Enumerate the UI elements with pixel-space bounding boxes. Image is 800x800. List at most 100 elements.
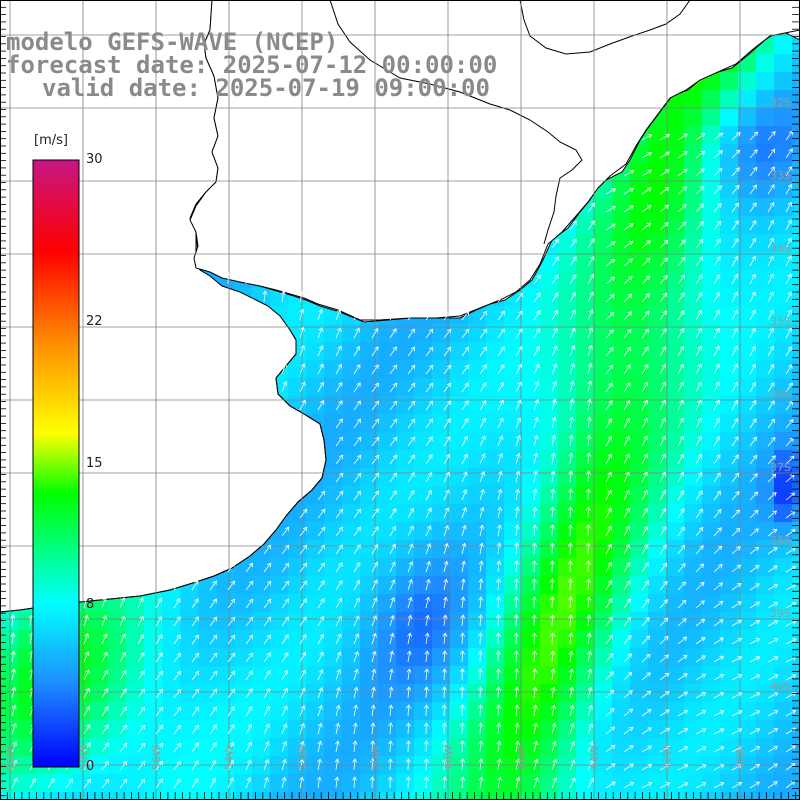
wind-arrow <box>461 471 468 483</box>
wind-arrow <box>495 668 501 681</box>
wind-speed-cell <box>576 342 594 360</box>
wind-arrow <box>407 561 414 573</box>
wind-arrow <box>587 255 595 267</box>
wind-arrow <box>317 399 325 411</box>
wind-arrow <box>569 309 576 321</box>
wind-arrow <box>659 562 668 573</box>
wind-speed-cell <box>126 774 144 792</box>
wind-speed-cell <box>630 468 648 486</box>
wind-speed-cell <box>234 594 252 612</box>
wind-speed-cell <box>756 252 774 270</box>
wind-speed-cell <box>486 342 504 360</box>
wind-arrow <box>389 579 396 591</box>
wind-speed-cell <box>702 378 720 396</box>
wind-arrow <box>585 560 591 573</box>
wind-arrow <box>551 238 560 249</box>
wind-speed-cell <box>576 666 594 684</box>
wind-speed-cell <box>612 540 630 558</box>
wind-arrow <box>749 491 759 501</box>
wind-speed-cell <box>648 288 666 306</box>
wind-arrow <box>317 327 324 339</box>
wind-speed-cell <box>540 396 558 414</box>
wind-arrow <box>460 776 466 789</box>
wind-arrow <box>299 580 308 591</box>
wind-arrow <box>785 602 797 609</box>
wind-speed-cell <box>306 342 324 360</box>
wind-speed-cell <box>612 252 630 270</box>
wind-arrow <box>659 222 669 231</box>
wind-arrow <box>623 653 632 663</box>
wind-arrow <box>549 614 555 627</box>
wind-arrow <box>767 674 779 681</box>
wind-arrow <box>497 292 506 303</box>
wind-speed-cell <box>594 252 612 270</box>
wind-arrows <box>10 130 797 789</box>
wind-speed-cell <box>594 504 612 522</box>
wind-arrow <box>551 327 558 339</box>
wind-arrow <box>641 346 649 357</box>
wind-arrow <box>441 758 447 771</box>
wind-arrow <box>605 507 612 519</box>
wind-arrow <box>569 362 575 375</box>
wind-arrow <box>677 256 686 267</box>
wind-arrow <box>767 547 778 555</box>
wind-arrow <box>641 598 650 609</box>
wind-speed-cell <box>198 666 216 684</box>
wind-arrow <box>659 275 668 285</box>
wind-speed-cell <box>720 216 738 234</box>
wind-speed-cell <box>702 252 720 270</box>
wind-speed-cell <box>306 666 324 684</box>
wind-arrow <box>119 670 127 681</box>
wind-arrow <box>245 562 254 573</box>
wind-speed-cell <box>432 360 450 378</box>
wind-speed-cell <box>756 270 774 288</box>
wind-speed-cell <box>324 558 342 576</box>
wind-speed-cell <box>432 576 450 594</box>
wind-arrow <box>497 417 504 429</box>
wind-arrow <box>713 203 722 213</box>
wind-speed-cell <box>612 684 630 702</box>
wind-speed-cell <box>702 126 720 144</box>
wind-arrow <box>731 710 743 717</box>
wind-arrow <box>137 706 146 717</box>
wind-speed-cell <box>342 648 360 666</box>
wind-arrow <box>443 471 450 483</box>
wind-arrow <box>101 706 109 717</box>
wind-arrow <box>605 347 614 357</box>
wind-arrow <box>767 565 778 573</box>
wind-speed-cell <box>414 594 432 612</box>
wind-arrow <box>587 759 594 771</box>
wind-arrow <box>585 506 591 519</box>
wind-arrow <box>767 255 774 267</box>
wind-speed-cell <box>774 450 792 468</box>
wind-arrow <box>623 364 631 375</box>
wind-arrow <box>461 382 469 393</box>
wind-arrow <box>731 202 740 213</box>
wind-arrow <box>423 740 429 753</box>
wind-arrow <box>173 634 181 645</box>
wind-arrow <box>605 634 614 645</box>
wind-speed-cell <box>198 720 216 738</box>
wind-speed-cell <box>540 468 558 486</box>
wind-speed-cell <box>324 666 342 684</box>
wind-speed-cell <box>594 450 612 468</box>
wind-arrow <box>406 650 412 663</box>
wind-speed-cell <box>378 702 396 720</box>
wind-arrow <box>425 471 433 483</box>
wind-arrow <box>731 184 740 195</box>
wind-arrow <box>173 724 182 735</box>
wind-arrow <box>478 614 483 627</box>
wind-speed-cell <box>342 738 360 756</box>
wind-speed-cell <box>342 612 360 630</box>
wind-arrow <box>227 598 236 609</box>
wind-speed-cell <box>792 738 800 756</box>
wind-speed-cell <box>18 738 36 756</box>
longitude-labels: 60W 58W 56W 54W 52W 50W 48W 46W 44W 42W 40W <box>4 745 747 770</box>
wind-arrow <box>461 489 468 501</box>
wind-arrow <box>497 506 503 519</box>
wind-arrow <box>549 596 555 609</box>
wind-arrow <box>514 524 520 537</box>
wind-speed-cell <box>720 234 738 252</box>
wind-arrow <box>353 309 360 321</box>
wind-arrow <box>567 506 573 519</box>
